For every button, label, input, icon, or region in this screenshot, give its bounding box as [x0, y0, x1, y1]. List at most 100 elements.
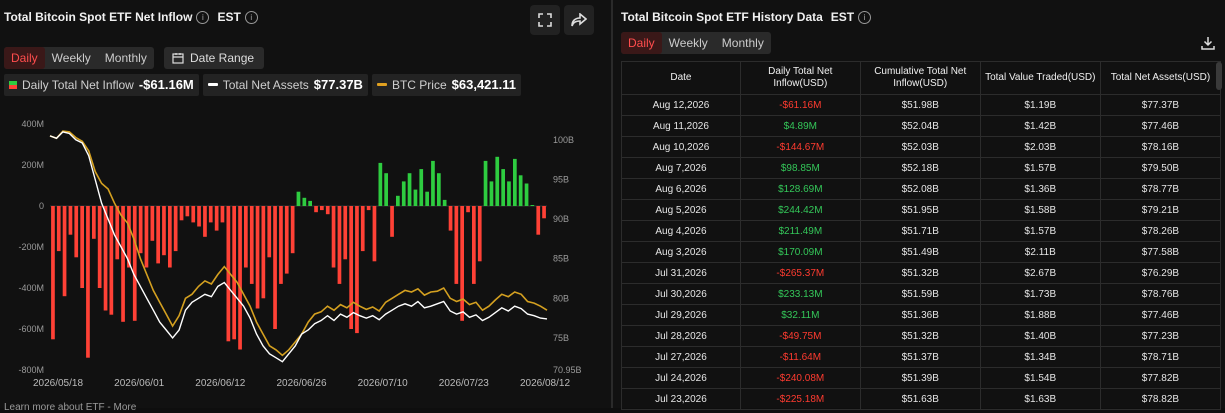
table-row[interactable]: Aug 10,2026 -$144.67M $52.03B $2.03B $78.16B [621, 136, 1222, 158]
legend-btc-price[interactable]: BTC Price $63,421.11 [371, 74, 521, 96]
timezone-label[interactable]: EST [830, 10, 855, 24]
column-header[interactable]: Total Net Assets(USD) [1099, 61, 1222, 95]
table-scrollbar[interactable] [1216, 62, 1222, 90]
inflow-bar [173, 206, 178, 252]
inflow-bar [448, 206, 453, 231]
inflow-bar [80, 206, 84, 288]
inflow-bar [331, 206, 336, 268]
legend-label: BTC Price [391, 78, 447, 92]
cell-net-assets: $77.82B [1099, 367, 1222, 389]
cell-cumulative-inflow: $51.98B [859, 94, 981, 116]
chart-panel-title-row: Total Bitcoin Spot ETF Net Inflow i EST i [4, 10, 258, 25]
right-axis-tick-label: 70.95B [553, 365, 582, 375]
btc-price-line [49, 130, 548, 357]
inflow-bar [121, 206, 125, 322]
inflow-bar [62, 206, 67, 297]
inflow-bar [156, 206, 160, 264]
chart-legend: Daily Total Net Inflow -$61.16M Total Ne… [4, 74, 521, 96]
legend-label: Total Net Assets [222, 78, 309, 92]
column-header[interactable]: Date [621, 61, 741, 95]
inflow-bar [203, 206, 207, 237]
inflow-bar [92, 206, 96, 239]
table-row[interactable]: Jul 28,2026 -$49.75M $51.32B $1.40B $77.23B [621, 325, 1222, 347]
inflow-bar [261, 206, 266, 299]
tab-daily[interactable]: Daily [621, 32, 662, 54]
info-icon[interactable]: i [858, 11, 872, 25]
left-axis-tick-label: -800M [18, 365, 44, 375]
inflow-chart[interactable]: 400M 200M 0 -200M -400M -600M -800M 100B 95B 90B 8… [0, 110, 611, 402]
inflow-bar [325, 206, 330, 215]
right-axis-tick-label: 100B [553, 135, 574, 145]
cell-net-assets: $79.50B [1099, 157, 1222, 179]
table-row[interactable]: Jul 27,2026 -$11.64M $51.37B $1.34B $78.71B [621, 346, 1222, 368]
table-body: Aug 12,2026 -$61.16M $51.98B $1.19B $77.37B A… [621, 94, 1222, 410]
table-row[interactable]: Aug 3,2026 $170.09M $51.49B $2.11B $77.58B [621, 241, 1222, 263]
inflow-bar [144, 206, 149, 268]
bar-swatch-icon [9, 81, 17, 89]
inflow-bar [232, 206, 236, 340]
column-header[interactable]: Cumulative Total Net Inflow(USD) [859, 61, 981, 95]
line-swatch-icon [207, 83, 218, 86]
table-row[interactable]: Aug 6,2026 $128.69M $52.08B $1.36B $78.77B [621, 178, 1222, 200]
table-row[interactable]: Aug 7,2026 $98.85M $52.18B $1.57B $79.50B [621, 157, 1222, 179]
inflow-bar [396, 195, 400, 207]
inflow-bar [477, 206, 482, 262]
inflow-bar [249, 206, 254, 284]
cell-cumulative-inflow: $51.63B [859, 388, 981, 410]
inflow-bar [337, 206, 342, 284]
tab-weekly[interactable]: Weekly [668, 36, 708, 50]
info-icon[interactable]: i [196, 11, 210, 25]
cell-daily-inflow: -$240.08M [739, 367, 861, 389]
inflow-bar [524, 183, 529, 206]
tab-daily[interactable]: Daily [4, 47, 45, 69]
cell-date: Jul 28,2026 [621, 325, 741, 347]
inflow-bar [74, 206, 79, 258]
inflow-bar [86, 206, 90, 358]
legend-daily-inflow[interactable]: Daily Total Net Inflow -$61.16M [4, 74, 199, 96]
right-axis-tick-label: 95B [553, 174, 569, 184]
cell-cumulative-inflow: $52.04B [859, 115, 981, 137]
table-row[interactable]: Aug 4,2026 $211.49M $51.71B $1.57B $78.26B [621, 220, 1222, 242]
cell-net-assets: $77.58B [1099, 241, 1222, 263]
table-row[interactable]: Jul 23,2026 -$225.18M $51.63B $1.63B $78.82B [621, 388, 1222, 410]
legend-value: $63,421.11 [451, 77, 516, 92]
inflow-bar [460, 206, 464, 321]
table-row[interactable]: Jul 31,2026 -$265.37M $51.32B $2.67B $76.29B [621, 262, 1222, 284]
timezone-label[interactable]: EST [217, 10, 241, 24]
download-icon[interactable] [1201, 36, 1215, 50]
left-axis-tick-label: 0 [39, 201, 44, 211]
cell-net-assets: $77.46B [1099, 304, 1222, 326]
inflow-bar [466, 206, 470, 213]
table-row[interactable]: Aug 12,2026 -$61.16M $51.98B $1.19B $77.37B [621, 94, 1222, 116]
legend-net-assets[interactable]: Total Net Assets $77.37B [202, 74, 368, 96]
tab-weekly[interactable]: Weekly [51, 51, 91, 65]
tab-monthly[interactable]: Monthly [104, 51, 147, 65]
cell-cumulative-inflow: $52.03B [859, 136, 981, 158]
cell-daily-inflow: -$11.64M [739, 346, 861, 368]
table-row[interactable]: Aug 11,2026 $4.89M $52.04B $1.42B $77.46B [621, 115, 1222, 137]
table-row[interactable]: Jul 29,2026 $32.11M $51.36B $1.88B $77.46B [621, 304, 1222, 326]
inflow-bar [279, 206, 283, 284]
inflow-bar [530, 205, 535, 206]
table-row[interactable]: Aug 5,2026 $244.42M $51.95B $1.58B $79.21B [621, 199, 1222, 221]
cell-value-traded: $1.63B [979, 388, 1101, 410]
cell-value-traded: $2.67B [979, 262, 1101, 284]
history-title: Total Bitcoin Spot ETF History Data [621, 10, 823, 24]
info-icon[interactable]: i [244, 11, 258, 25]
history-table: Date Daily Total Net Inflow(USD) Cumulat… [621, 61, 1222, 410]
column-header[interactable]: Daily Total Net Inflow(USD) [739, 61, 861, 95]
fullscreen-button[interactable] [530, 5, 560, 35]
tab-monthly[interactable]: Monthly [721, 36, 764, 50]
column-header[interactable]: Total Value Traded(USD) [979, 61, 1101, 95]
cell-cumulative-inflow: $51.49B [859, 241, 981, 263]
inflow-bar [384, 173, 388, 206]
table-row[interactable]: Jul 30,2026 $233.13M $51.59B $1.73B $78.76B [621, 283, 1222, 305]
cell-value-traded: $1.34B [979, 346, 1101, 368]
cell-value-traded: $1.42B [979, 115, 1101, 137]
date-range-button[interactable]: Date Range [164, 47, 265, 69]
share-button[interactable] [564, 5, 594, 35]
x-axis-tick-label: 2026/07/10 [358, 378, 408, 389]
table-row[interactable]: Jul 24,2026 -$240.08M $51.39B $1.54B $77.82B [621, 367, 1222, 389]
inflow-chart-panel: Total Bitcoin Spot ETF Net Inflow i EST i D… [0, 0, 611, 413]
cell-cumulative-inflow: $51.95B [859, 199, 981, 221]
